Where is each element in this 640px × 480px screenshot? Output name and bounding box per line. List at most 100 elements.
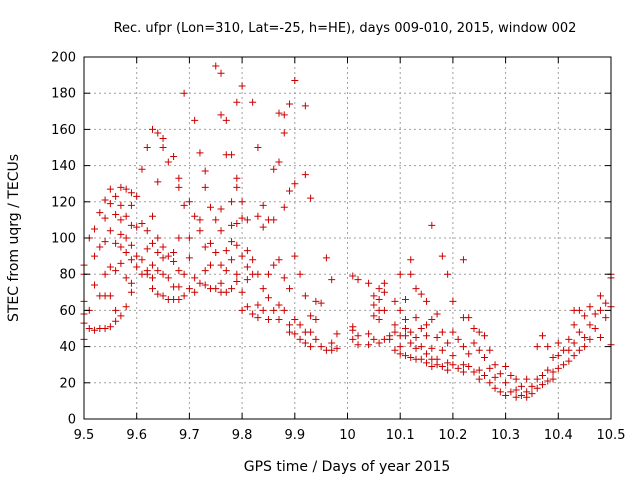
data-point [286, 285, 294, 293]
x-tick-label: 10 [339, 428, 356, 443]
data-point [159, 254, 167, 262]
data-point [428, 221, 436, 229]
data-point [122, 212, 130, 220]
data-point [159, 270, 167, 278]
data-point [312, 315, 320, 323]
data-point [280, 111, 288, 119]
data-point [496, 388, 504, 396]
data-point [444, 359, 452, 367]
data-point [206, 261, 214, 269]
data-point [602, 314, 610, 322]
x-tick-label: 9.6 [126, 428, 147, 443]
data-point [243, 247, 251, 255]
data-point [96, 209, 104, 217]
data-point [101, 214, 109, 222]
data-point [333, 330, 341, 338]
data-point [380, 279, 388, 287]
data-point [196, 216, 204, 224]
data-point [154, 234, 162, 242]
data-point [201, 281, 209, 289]
data-point [317, 343, 325, 351]
data-point [417, 355, 425, 363]
data-point [159, 134, 167, 142]
y-tick-labels: 0 20 40 60 80 100 120 140 160 180 200 [51, 51, 76, 428]
x-tick-label: 9.8 [232, 428, 253, 443]
data-point [349, 272, 357, 280]
y-tick-label: 160 [51, 123, 76, 138]
data-point [349, 335, 357, 343]
data-point [191, 274, 199, 282]
data-point [507, 388, 515, 396]
data-point [533, 384, 541, 392]
data-point [423, 297, 431, 305]
data-point [154, 267, 162, 275]
data-point [127, 189, 135, 197]
data-point [175, 183, 183, 191]
data-point [575, 328, 583, 336]
data-point [138, 256, 146, 264]
data-point [502, 363, 510, 371]
data-point [175, 174, 183, 182]
data-point [386, 335, 394, 343]
data-point [417, 290, 425, 298]
data-point [433, 334, 441, 342]
data-point [486, 346, 494, 354]
data-point [270, 216, 278, 224]
data-point [465, 350, 473, 358]
data-point [149, 125, 157, 133]
data-point [238, 214, 246, 222]
data-point [106, 263, 114, 271]
data-point [396, 343, 404, 351]
data-point [428, 363, 436, 371]
data-point [185, 198, 193, 206]
data-point [206, 203, 214, 211]
data-point [217, 69, 225, 77]
data-point [438, 363, 446, 371]
data-point [533, 343, 541, 351]
data-point [449, 352, 457, 360]
data-point [581, 334, 589, 342]
data-point [180, 201, 188, 209]
data-point [91, 326, 99, 334]
data-point [328, 346, 336, 354]
data-point [191, 288, 199, 296]
data-point [154, 178, 162, 186]
data-point [475, 346, 483, 354]
data-point [222, 116, 230, 124]
data-point [380, 306, 388, 314]
data-point [143, 144, 151, 151]
data-point [170, 258, 178, 266]
data-point [554, 364, 562, 372]
data-point [538, 381, 546, 389]
data-point [196, 279, 204, 287]
data-point [233, 98, 241, 106]
data-point [401, 315, 409, 323]
data-point [380, 288, 388, 296]
data-point [143, 270, 151, 278]
data-point [407, 339, 415, 347]
y-tick-label: 120 [51, 195, 76, 210]
data-point [370, 312, 378, 320]
data-point [423, 350, 431, 358]
data-point [370, 301, 378, 309]
data-point [138, 220, 146, 228]
data-point [106, 292, 114, 300]
data-point [217, 111, 225, 119]
data-point [301, 339, 309, 347]
data-point [365, 279, 373, 287]
data-point [191, 212, 199, 220]
data-point [164, 274, 172, 282]
data-point [401, 325, 409, 332]
data-point [233, 183, 241, 191]
data-point [91, 225, 99, 233]
data-point [243, 303, 251, 311]
data-point [106, 227, 114, 235]
y-tick-label: 0 [68, 413, 76, 428]
data-point [565, 346, 573, 354]
data-point [112, 192, 120, 200]
data-point [286, 321, 294, 329]
x-tick-label: 10.3 [491, 428, 520, 443]
data-point [591, 310, 599, 318]
data-point [233, 277, 241, 285]
data-point [249, 310, 257, 318]
